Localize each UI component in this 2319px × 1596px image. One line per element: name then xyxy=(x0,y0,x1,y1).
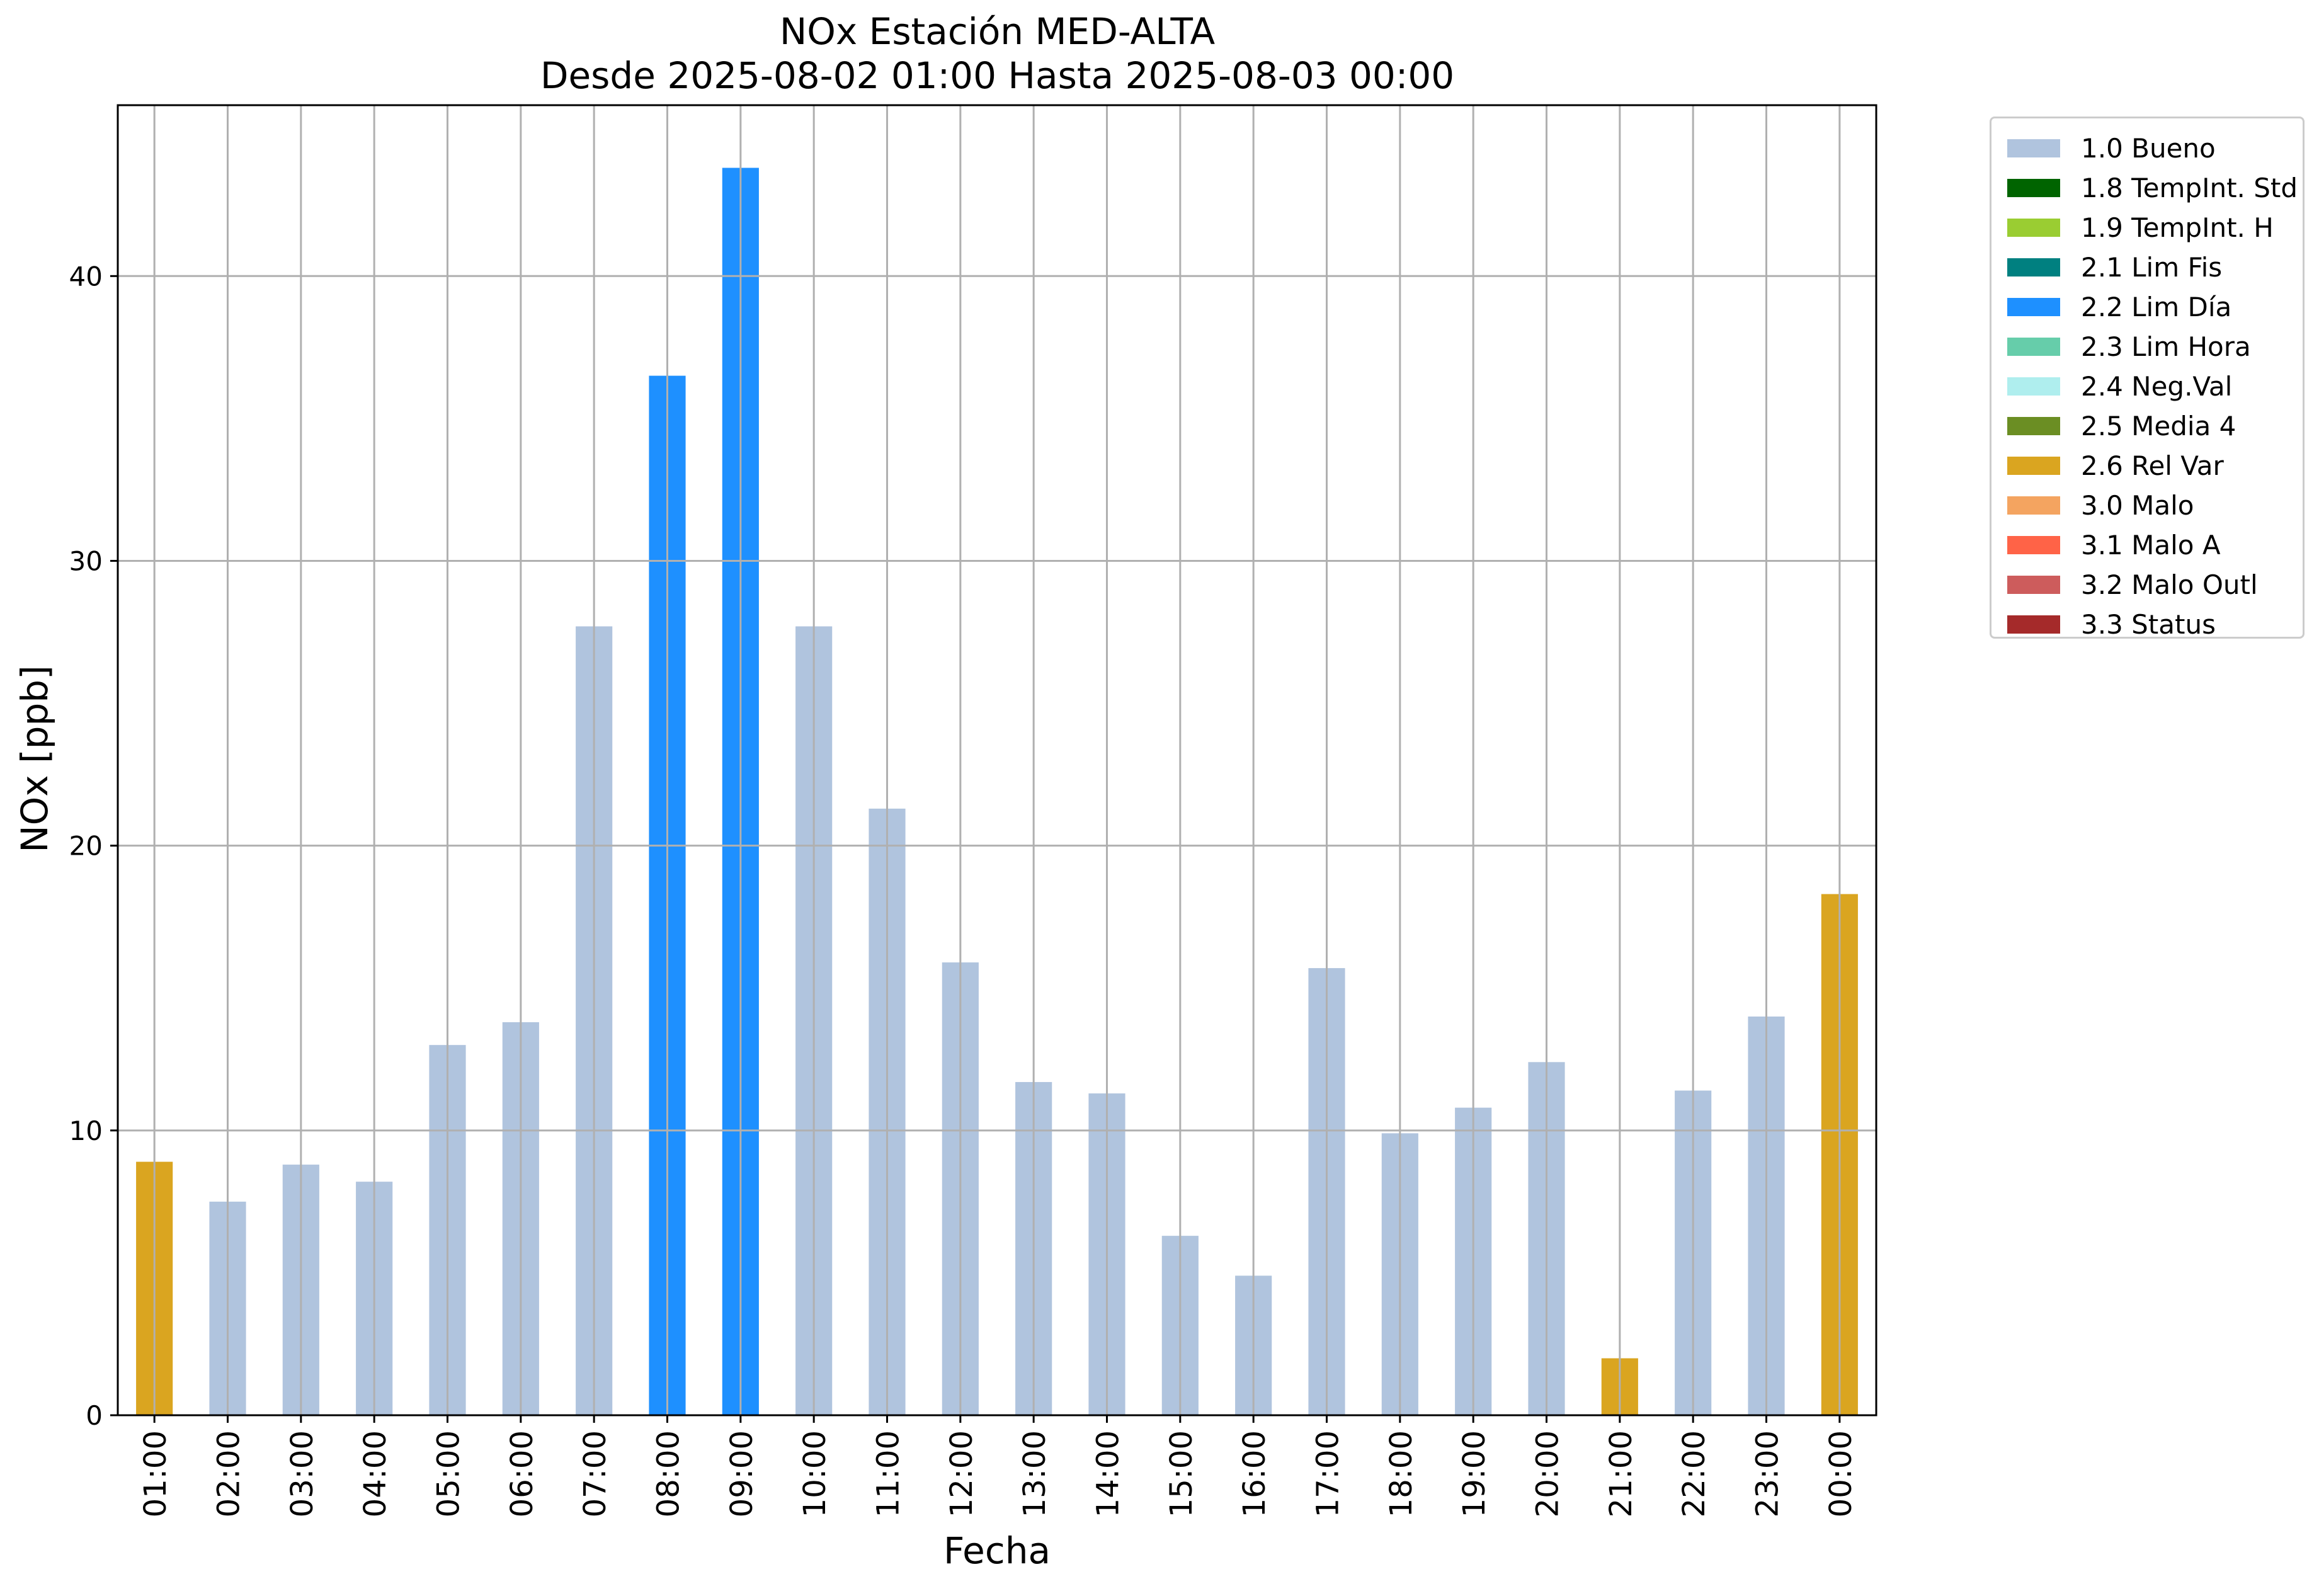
plot-frame xyxy=(117,104,1877,1416)
x-tick-label: 03:00 xyxy=(285,1430,320,1517)
legend-label: 1.9 TempInt. H xyxy=(2081,212,2274,243)
x-tick-label: 22:00 xyxy=(1677,1430,1712,1517)
legend-swatch xyxy=(2007,417,2060,435)
legend-label: 3.1 Malo A xyxy=(2081,530,2221,561)
x-tick-label: 02:00 xyxy=(212,1430,247,1517)
legend-label: 1.0 Bueno xyxy=(2081,133,2216,164)
legend-swatch xyxy=(2007,338,2060,356)
x-tick-label: 01:00 xyxy=(138,1430,173,1517)
x-tick-label: 21:00 xyxy=(1604,1430,1639,1517)
x-tick-label: 00:00 xyxy=(1823,1430,1859,1517)
legend-item: 1.8 TempInt. Std xyxy=(1991,168,2303,208)
legend-label: 2.3 Lim Hora xyxy=(2081,331,2251,362)
x-tick-label: 10:00 xyxy=(797,1430,833,1517)
legend-label: 3.0 Malo xyxy=(2081,490,2194,521)
legend-item: 1.0 Bueno xyxy=(1991,128,2303,168)
x-tick-label: 12:00 xyxy=(944,1430,979,1517)
x-tick-label: 17:00 xyxy=(1311,1430,1346,1517)
legend-swatch xyxy=(2007,496,2060,515)
x-tick-label: 18:00 xyxy=(1384,1430,1419,1517)
x-tick-label: 19:00 xyxy=(1457,1430,1492,1517)
legend-label: 2.1 Lim Fis xyxy=(2081,252,2223,283)
legend-swatch xyxy=(2007,179,2060,197)
legend-item: 2.5 Media 4 xyxy=(1991,406,2303,446)
legend-label: 2.5 Media 4 xyxy=(2081,411,2236,442)
legend-swatch xyxy=(2007,536,2060,554)
y-tick-label: 40 xyxy=(69,261,103,292)
legend-label: 3.3 Status xyxy=(2081,609,2216,640)
legend-swatch xyxy=(2007,298,2060,316)
x-tick-label: 14:00 xyxy=(1091,1430,1126,1517)
x-tick-label: 11:00 xyxy=(871,1430,906,1517)
x-tick-label: 15:00 xyxy=(1164,1430,1199,1517)
legend-swatch xyxy=(2007,615,2060,634)
x-tick-label: 20:00 xyxy=(1530,1430,1566,1517)
legend-swatch xyxy=(2007,377,2060,396)
legend-swatch xyxy=(2007,258,2060,276)
x-tick-label: 09:00 xyxy=(724,1430,760,1517)
legend-item: 3.3 Status xyxy=(1991,605,2303,644)
legend-item: 3.0 Malo xyxy=(1991,486,2303,525)
legend-swatch xyxy=(2007,219,2060,237)
legend-item: 3.2 Malo Outl xyxy=(1991,565,2303,605)
legend-item: 3.1 Malo A xyxy=(1991,525,2303,565)
legend-item: 2.4 Neg.Val xyxy=(1991,367,2303,406)
x-tick-label: 07:00 xyxy=(578,1430,613,1517)
x-tick-label: 16:00 xyxy=(1237,1430,1272,1517)
legend-item: 2.3 Lim Hora xyxy=(1991,327,2303,367)
legend-swatch xyxy=(2007,457,2060,475)
legend-label: 1.8 TempInt. Std xyxy=(2081,173,2298,203)
y-tick-label: 30 xyxy=(69,545,103,576)
chart-title-line-1: NOx Estación MED-ALTA xyxy=(779,10,1216,53)
x-tick-label: 08:00 xyxy=(651,1430,687,1517)
legend-swatch xyxy=(2007,139,2060,157)
x-axis-label: Fecha xyxy=(943,1529,1051,1572)
legend-swatch xyxy=(2007,576,2060,594)
y-tick-label: 0 xyxy=(86,1400,103,1431)
x-tick-label: 06:00 xyxy=(504,1430,540,1517)
legend-label: 2.2 Lim Día xyxy=(2081,292,2232,322)
x-tick-label: 05:00 xyxy=(431,1430,467,1517)
legend-label: 2.4 Neg.Val xyxy=(2081,371,2233,402)
chart-title-line-2: Desde 2025-08-02 01:00 Hasta 2025-08-03 … xyxy=(540,54,1455,97)
legend-item: 2.6 Rel Var xyxy=(1991,446,2303,486)
legend: 1.0 Bueno 1.8 TempInt. Std 1.9 TempInt. H 2… xyxy=(1990,117,2305,640)
x-tick-label: 23:00 xyxy=(1750,1430,1786,1517)
y-axis-label: NOx [ppb] xyxy=(13,665,56,853)
x-tick-label: 13:00 xyxy=(1017,1430,1052,1517)
legend-label: 3.2 Malo Outl xyxy=(2081,569,2258,600)
y-tick-label: 10 xyxy=(69,1115,103,1146)
x-tick-label: 04:00 xyxy=(358,1430,393,1517)
legend-item: 2.2 Lim Día xyxy=(1991,287,2303,327)
legend-label: 2.6 Rel Var xyxy=(2081,450,2224,481)
y-tick-label: 20 xyxy=(69,831,103,862)
legend-item: 2.1 Lim Fis xyxy=(1991,248,2303,287)
legend-item: 1.9 TempInt. H xyxy=(1991,208,2303,248)
